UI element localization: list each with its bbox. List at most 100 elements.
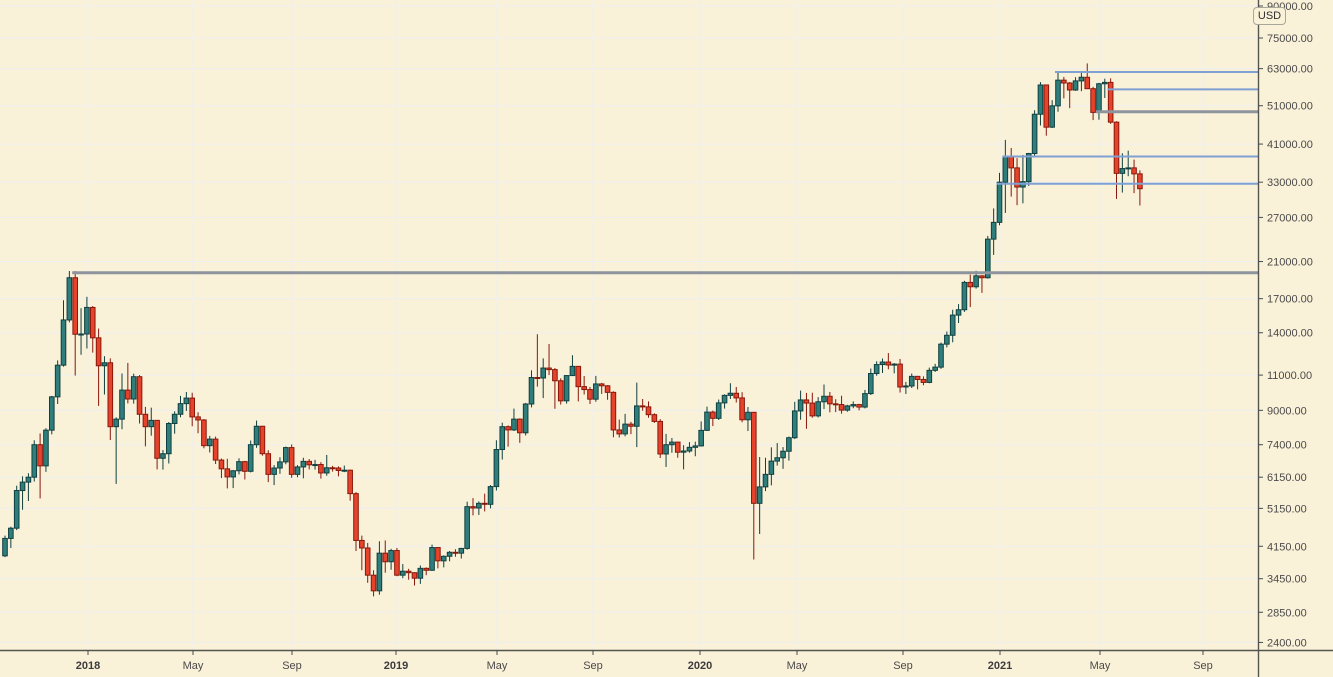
candle[interactable] xyxy=(651,413,658,423)
candle[interactable] xyxy=(692,441,699,457)
candle[interactable] xyxy=(294,465,301,478)
candle[interactable] xyxy=(955,304,962,323)
candle[interactable] xyxy=(598,382,605,394)
candle[interactable] xyxy=(739,392,745,423)
candle[interactable] xyxy=(762,457,769,492)
candle[interactable] xyxy=(1102,78,1108,98)
price-axis[interactable] xyxy=(1258,0,1333,650)
candle[interactable] xyxy=(84,296,90,349)
candle[interactable] xyxy=(130,373,137,404)
candle[interactable] xyxy=(680,445,687,470)
candle[interactable] xyxy=(768,447,775,486)
candle[interactable] xyxy=(470,498,476,516)
candle[interactable] xyxy=(809,392,816,418)
candle[interactable] xyxy=(341,465,348,473)
candle[interactable] xyxy=(1078,72,1085,92)
candle[interactable] xyxy=(1066,81,1073,109)
candle[interactable] xyxy=(575,365,582,402)
candle[interactable] xyxy=(932,363,938,372)
candle[interactable] xyxy=(528,370,535,408)
candle[interactable] xyxy=(552,368,558,409)
candle[interactable] xyxy=(19,476,26,510)
candle[interactable] xyxy=(37,433,43,499)
candle[interactable] xyxy=(242,460,248,480)
candle[interactable] xyxy=(25,473,32,502)
time-axis[interactable] xyxy=(0,651,1258,677)
candle[interactable] xyxy=(979,275,985,293)
candle[interactable] xyxy=(283,446,289,465)
candle[interactable] xyxy=(101,356,108,395)
candle[interactable] xyxy=(832,399,839,413)
candle[interactable] xyxy=(669,437,675,453)
candle[interactable] xyxy=(271,465,277,486)
candle[interactable] xyxy=(1037,82,1044,126)
candle[interactable] xyxy=(359,535,365,571)
candle[interactable] xyxy=(300,457,307,479)
candle[interactable] xyxy=(54,360,61,405)
candle[interactable] xyxy=(1031,110,1038,158)
candle[interactable] xyxy=(353,492,359,551)
candle[interactable] xyxy=(312,459,318,470)
candle[interactable] xyxy=(546,344,552,376)
candle[interactable] xyxy=(639,399,646,411)
candle[interactable] xyxy=(715,399,722,420)
candle[interactable] xyxy=(645,401,652,418)
candle[interactable] xyxy=(879,358,886,374)
candle[interactable] xyxy=(183,392,190,411)
candle[interactable] xyxy=(8,526,14,548)
candle[interactable] xyxy=(1014,158,1020,206)
candle[interactable] xyxy=(511,408,517,432)
candle[interactable] xyxy=(967,274,974,308)
candle[interactable] xyxy=(189,392,195,427)
candle[interactable] xyxy=(487,485,494,509)
candle[interactable] xyxy=(195,412,201,434)
candle[interactable] xyxy=(277,457,283,474)
candle[interactable] xyxy=(1125,150,1132,177)
candle[interactable] xyxy=(534,334,541,387)
candle[interactable] xyxy=(914,375,921,390)
candle[interactable] xyxy=(1072,77,1079,91)
candle[interactable] xyxy=(563,375,570,404)
candle[interactable] xyxy=(31,440,38,482)
candle[interactable] xyxy=(604,385,611,400)
candle[interactable] xyxy=(721,394,728,409)
candle[interactable] xyxy=(306,459,312,470)
candle[interactable] xyxy=(838,395,845,414)
candle[interactable] xyxy=(95,328,102,406)
candle[interactable] xyxy=(996,172,1003,226)
candle[interactable] xyxy=(259,425,266,456)
candle[interactable] xyxy=(745,407,751,432)
candle[interactable] xyxy=(593,375,599,402)
candle[interactable] xyxy=(1107,78,1114,124)
candle[interactable] xyxy=(60,300,67,367)
candle[interactable] xyxy=(400,564,406,579)
candle[interactable] xyxy=(908,373,915,389)
candle[interactable] xyxy=(253,420,260,448)
candle[interactable] xyxy=(370,570,377,597)
candle[interactable] xyxy=(265,450,272,483)
candle[interactable] xyxy=(224,458,231,489)
candle[interactable] xyxy=(587,386,593,405)
candle[interactable] xyxy=(628,421,634,435)
candle[interactable] xyxy=(446,550,453,562)
candle[interactable] xyxy=(423,567,429,576)
candle[interactable] xyxy=(1113,121,1120,199)
candle[interactable] xyxy=(119,373,125,430)
candle[interactable] xyxy=(505,425,511,447)
candle[interactable] xyxy=(376,541,383,595)
candle[interactable] xyxy=(405,568,412,580)
candle[interactable] xyxy=(347,469,353,501)
candle[interactable] xyxy=(212,436,219,465)
candle[interactable] xyxy=(522,402,529,436)
candle[interactable] xyxy=(13,485,20,531)
candle[interactable] xyxy=(698,421,704,447)
candle[interactable] xyxy=(364,542,371,583)
candle[interactable] xyxy=(622,413,628,437)
candle[interactable] xyxy=(850,401,857,409)
candle[interactable] xyxy=(388,548,394,570)
candle[interactable] xyxy=(897,358,903,393)
candle[interactable] xyxy=(49,395,55,435)
candle[interactable] xyxy=(230,470,236,489)
candle[interactable] xyxy=(1049,100,1055,128)
